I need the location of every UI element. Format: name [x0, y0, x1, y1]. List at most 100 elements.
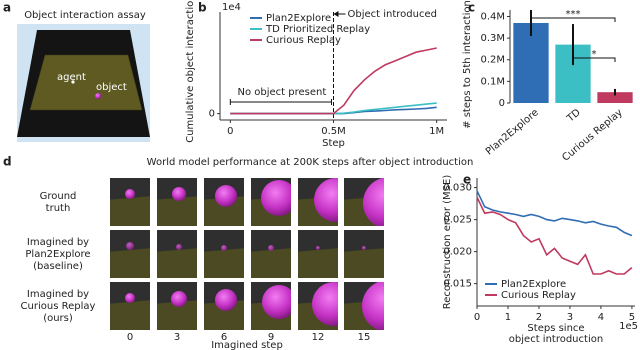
- y-tick-label: 0.020: [443, 247, 472, 258]
- frame-object: [261, 180, 291, 216]
- frame-floor: [157, 300, 197, 330]
- event-arrowhead: [333, 11, 339, 17]
- frame: [251, 178, 291, 226]
- frame-object: [362, 282, 384, 330]
- frame: [251, 230, 291, 278]
- event-label: Object introduced: [348, 9, 437, 20]
- frame: [110, 230, 150, 278]
- row-label: Ground: [40, 191, 77, 202]
- frame: [157, 178, 197, 226]
- frame-object: [268, 245, 274, 251]
- frame-floor: [204, 248, 244, 278]
- frame-floor: [344, 248, 384, 278]
- y-axis-label: Reconstruction error (MSE): [442, 175, 453, 310]
- frame-object: [316, 246, 320, 250]
- x-axis-label: Steps since: [527, 323, 584, 334]
- agent-dot: [71, 80, 75, 84]
- y-tick-label: 0: [499, 98, 505, 109]
- y-tick-label: 0.015: [443, 279, 472, 290]
- legend-label: Plan2Explore: [501, 279, 566, 290]
- x-axis-label: Step: [322, 138, 345, 149]
- row-label: (baseline): [33, 261, 83, 272]
- frame-object: [215, 289, 237, 311]
- significance-label: ***: [566, 9, 581, 20]
- frame: [344, 178, 384, 226]
- frame-object: [126, 242, 134, 250]
- row-label: truth: [46, 203, 71, 214]
- frame-object: [312, 282, 338, 326]
- frame-floor: [110, 196, 150, 226]
- significance-label: *: [592, 49, 597, 60]
- frame: [204, 178, 244, 226]
- frame-floor: [204, 300, 244, 330]
- frame: [298, 230, 338, 278]
- column-label: 15: [358, 332, 371, 343]
- x-tick-label: 0.5M: [321, 126, 346, 137]
- frame-object: [125, 189, 135, 199]
- panel-title: World model performance at 200K steps af…: [147, 157, 474, 168]
- arena-edge: [29, 54, 143, 111]
- frame-floor: [110, 248, 150, 278]
- arena-floor: [30, 55, 142, 110]
- agent-label: agent: [57, 72, 86, 83]
- frame: [251, 282, 291, 330]
- series-line: [230, 47, 437, 115]
- y-tick-label: 0.3M: [480, 33, 505, 44]
- column-label: 0: [127, 332, 133, 343]
- y-tick-label: 0.025: [443, 215, 472, 226]
- legend-label: Curious Replay: [501, 290, 576, 301]
- x-axis-label: object introduction: [509, 334, 603, 345]
- frame-object: [363, 178, 384, 226]
- bar: [597, 92, 633, 103]
- row-label: Imagined by: [27, 237, 89, 248]
- x-tick-label: 4: [598, 312, 604, 323]
- column-label: 9: [268, 332, 274, 343]
- panel-label: c: [468, 1, 475, 15]
- x-tick-label: 5: [629, 312, 635, 323]
- x-axis-label: Imagined step: [211, 340, 283, 350]
- row-label: Curious Replay: [21, 301, 96, 312]
- x-tick-label: 2: [536, 312, 542, 323]
- object-dot: [95, 93, 101, 99]
- row-label: Imagined by: [27, 289, 89, 300]
- frame-object: [215, 185, 237, 207]
- y-tick-label: 0.2M: [480, 55, 505, 66]
- x-tick-label: 3: [567, 312, 573, 323]
- frame-floor: [298, 248, 338, 278]
- frame-floor: [157, 248, 197, 278]
- frame: [344, 282, 384, 330]
- x-tick-label: 1M: [429, 126, 444, 137]
- frame-object: [125, 293, 135, 303]
- x-tick-label: Plan2Explore: [484, 107, 541, 157]
- frame: [204, 230, 244, 278]
- x-tick-label: TD: [564, 107, 583, 125]
- frame-floor: [251, 248, 291, 278]
- x-tick-label: 0: [474, 312, 480, 323]
- significance-bracket: [572, 57, 616, 62]
- y-tick-label: 0: [209, 109, 215, 120]
- x-tick-label: 0: [227, 126, 233, 137]
- y-tick-label: 0.1M: [480, 76, 505, 87]
- frame: [344, 230, 384, 278]
- column-label: 12: [312, 332, 325, 343]
- object-label: object: [96, 82, 127, 93]
- y-tick-label: 0.4M: [480, 11, 505, 22]
- series-line: [476, 190, 633, 237]
- frame: [157, 230, 197, 278]
- column-label: 6: [221, 332, 227, 343]
- frame-object: [176, 244, 182, 250]
- frame: [157, 282, 197, 330]
- frame-object: [262, 285, 291, 319]
- frame: [298, 178, 338, 226]
- baseline-note: No object present: [238, 87, 327, 98]
- column-label: 3: [174, 332, 180, 343]
- x-offset-label: 1e5: [619, 321, 638, 332]
- baseline-bracket: [229, 99, 332, 105]
- frame: [298, 282, 338, 330]
- panel-label: e: [463, 173, 471, 187]
- legend-label: Plan2Explore: [266, 13, 331, 24]
- y-offset-label: 1e4: [222, 2, 241, 13]
- frame-object: [362, 246, 366, 250]
- y-axis-label: # steps to 5th interaction: [462, 0, 473, 129]
